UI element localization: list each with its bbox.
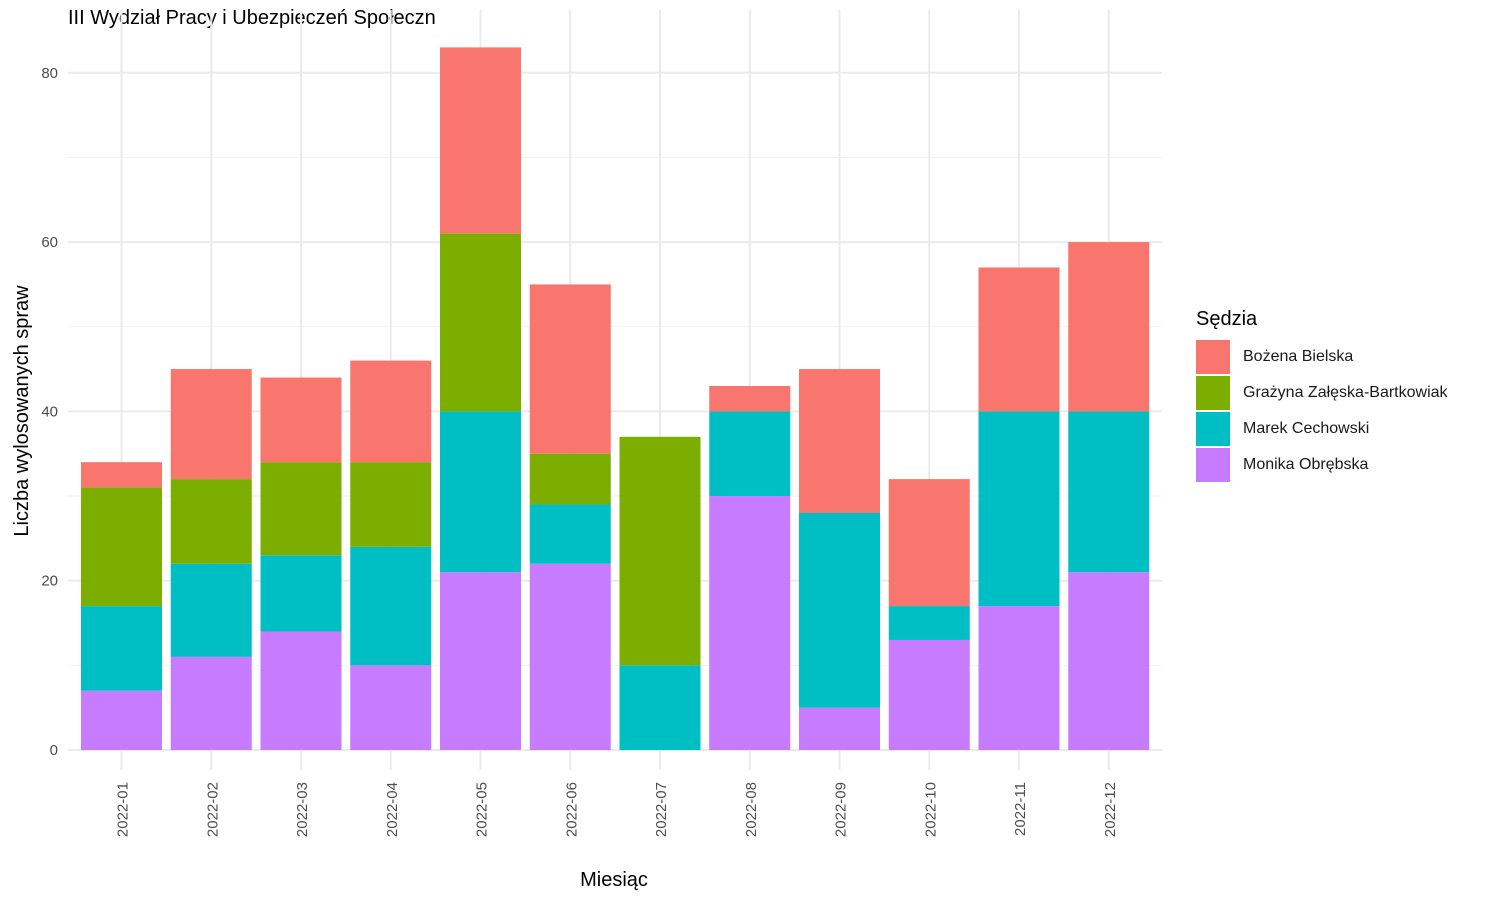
bar-2022-08-series-3 <box>709 496 791 750</box>
y-axis-title: Liczba wylosowanych spraw <box>11 285 33 537</box>
bar-2022-10-series-0 <box>888 479 970 607</box>
bar-2022-05-series-2 <box>440 411 521 573</box>
bar-2022-06-series-3 <box>529 563 611 750</box>
legend-swatch <box>1196 340 1230 374</box>
x-tick-label: 2022-02 <box>204 782 221 837</box>
bar-2022-01-series-1 <box>81 487 162 607</box>
x-tick-label: 2022-07 <box>653 782 670 837</box>
legend-item-monika-obrebska: Monika Obrębska <box>1196 447 1448 483</box>
bar-2022-01-series-3 <box>81 690 162 750</box>
bar-2022-10-series-2 <box>888 606 970 640</box>
x-tick-label: 2022-11 <box>1012 782 1029 836</box>
bar-2022-12-series-3 <box>1068 572 1150 750</box>
legend-title: Sędzia <box>1196 308 1258 330</box>
x-tick-label: 2022-08 <box>743 782 760 837</box>
bar-2022-04-series-1 <box>350 462 432 547</box>
bar-2022-05-series-3 <box>440 572 521 750</box>
bar-2022-04-series-0 <box>350 360 432 463</box>
bar-2022-05-series-0 <box>440 47 521 234</box>
legend-label: Grażyna Załęska-Bartkowiak <box>1243 384 1448 401</box>
legend-label: Marek Cechowski <box>1243 420 1370 437</box>
bar-2022-02-series-2 <box>170 563 252 657</box>
bar-2022-08-series-0 <box>709 386 791 412</box>
bar-2022-08-series-2 <box>709 411 791 497</box>
bar-2022-01-series-0 <box>81 462 162 488</box>
bar-2022-11-series-3 <box>978 606 1060 750</box>
axis-labels: 0 20 40 60 80 2022-01 2022-02 2022-03 2022-04 202… <box>41 65 1118 837</box>
y-tick-label: 40 <box>41 403 58 420</box>
bar-2022-12-series-0 <box>1068 242 1150 412</box>
x-tick-label: 2022-12 <box>1102 782 1119 837</box>
x-tick-label: 2022-10 <box>922 782 939 837</box>
bar-2022-04-series-2 <box>350 546 432 666</box>
bar-2022-03-series-0 <box>260 377 342 463</box>
bar-2022-11-series-0 <box>978 267 1060 412</box>
legend: Sędzia Bożena Bielska Grażyna Załęska-Ba… <box>1196 308 1448 483</box>
bar-2022-03-series-3 <box>260 631 342 750</box>
bar-2022-11-series-2 <box>978 411 1060 607</box>
bar-2022-06-series-0 <box>529 284 611 454</box>
x-tick-label: 2022-05 <box>474 782 491 837</box>
x-axis-title: Miesiąc <box>580 869 648 891</box>
x-tick-label: 2022-01 <box>115 782 132 837</box>
legend-label: Monika Obrębska <box>1243 456 1369 473</box>
bar-2022-07-series-1 <box>619 436 701 666</box>
bar-2022-03-series-1 <box>260 462 342 556</box>
bar-2022-03-series-2 <box>260 555 342 632</box>
x-tick-label: 2022-06 <box>563 782 580 837</box>
bar-2022-04-series-3 <box>350 665 432 750</box>
bar-2022-06-series-2 <box>529 504 611 564</box>
x-tick-label: 2022-09 <box>833 782 850 837</box>
legend-item-bozena-bielska: Bożena Bielska <box>1196 339 1448 375</box>
bar-2022-10-series-3 <box>888 639 970 750</box>
chart-title: III Wydział Pracy i Ubezpieczeń Społeczn <box>68 7 436 29</box>
bar-2022-12-series-2 <box>1068 411 1150 573</box>
y-tick-label: 80 <box>41 65 58 82</box>
bar-2022-01-series-2 <box>81 606 162 691</box>
bar-2022-09-series-0 <box>799 369 880 513</box>
legend-swatch <box>1196 448 1230 482</box>
bar-2022-09-series-3 <box>799 707 880 750</box>
bars <box>81 47 1150 750</box>
bar-2022-02-series-1 <box>170 479 252 564</box>
bar-2022-02-series-3 <box>170 656 252 750</box>
bar-2022-09-series-2 <box>799 512 880 708</box>
legend-label: Bożena Bielska <box>1243 348 1354 365</box>
y-tick-label: 0 <box>50 742 58 759</box>
y-tick-label: 60 <box>41 234 58 251</box>
x-tick-label: 2022-04 <box>384 782 401 837</box>
legend-swatch <box>1196 412 1230 446</box>
y-tick-label: 20 <box>41 573 58 590</box>
x-tick-label: 2022-03 <box>294 782 311 837</box>
bar-2022-07-series-2 <box>619 665 701 750</box>
legend-swatch <box>1196 376 1230 410</box>
legend-item-grazyna-zaleska-bartkowiak: Grażyna Załęska-Bartkowiak <box>1196 375 1448 411</box>
bar-2022-05-series-1 <box>440 233 521 412</box>
bar-2022-06-series-1 <box>529 453 611 505</box>
bar-2022-02-series-0 <box>170 369 252 480</box>
legend-item-marek-cechowski: Marek Cechowski <box>1196 411 1448 447</box>
